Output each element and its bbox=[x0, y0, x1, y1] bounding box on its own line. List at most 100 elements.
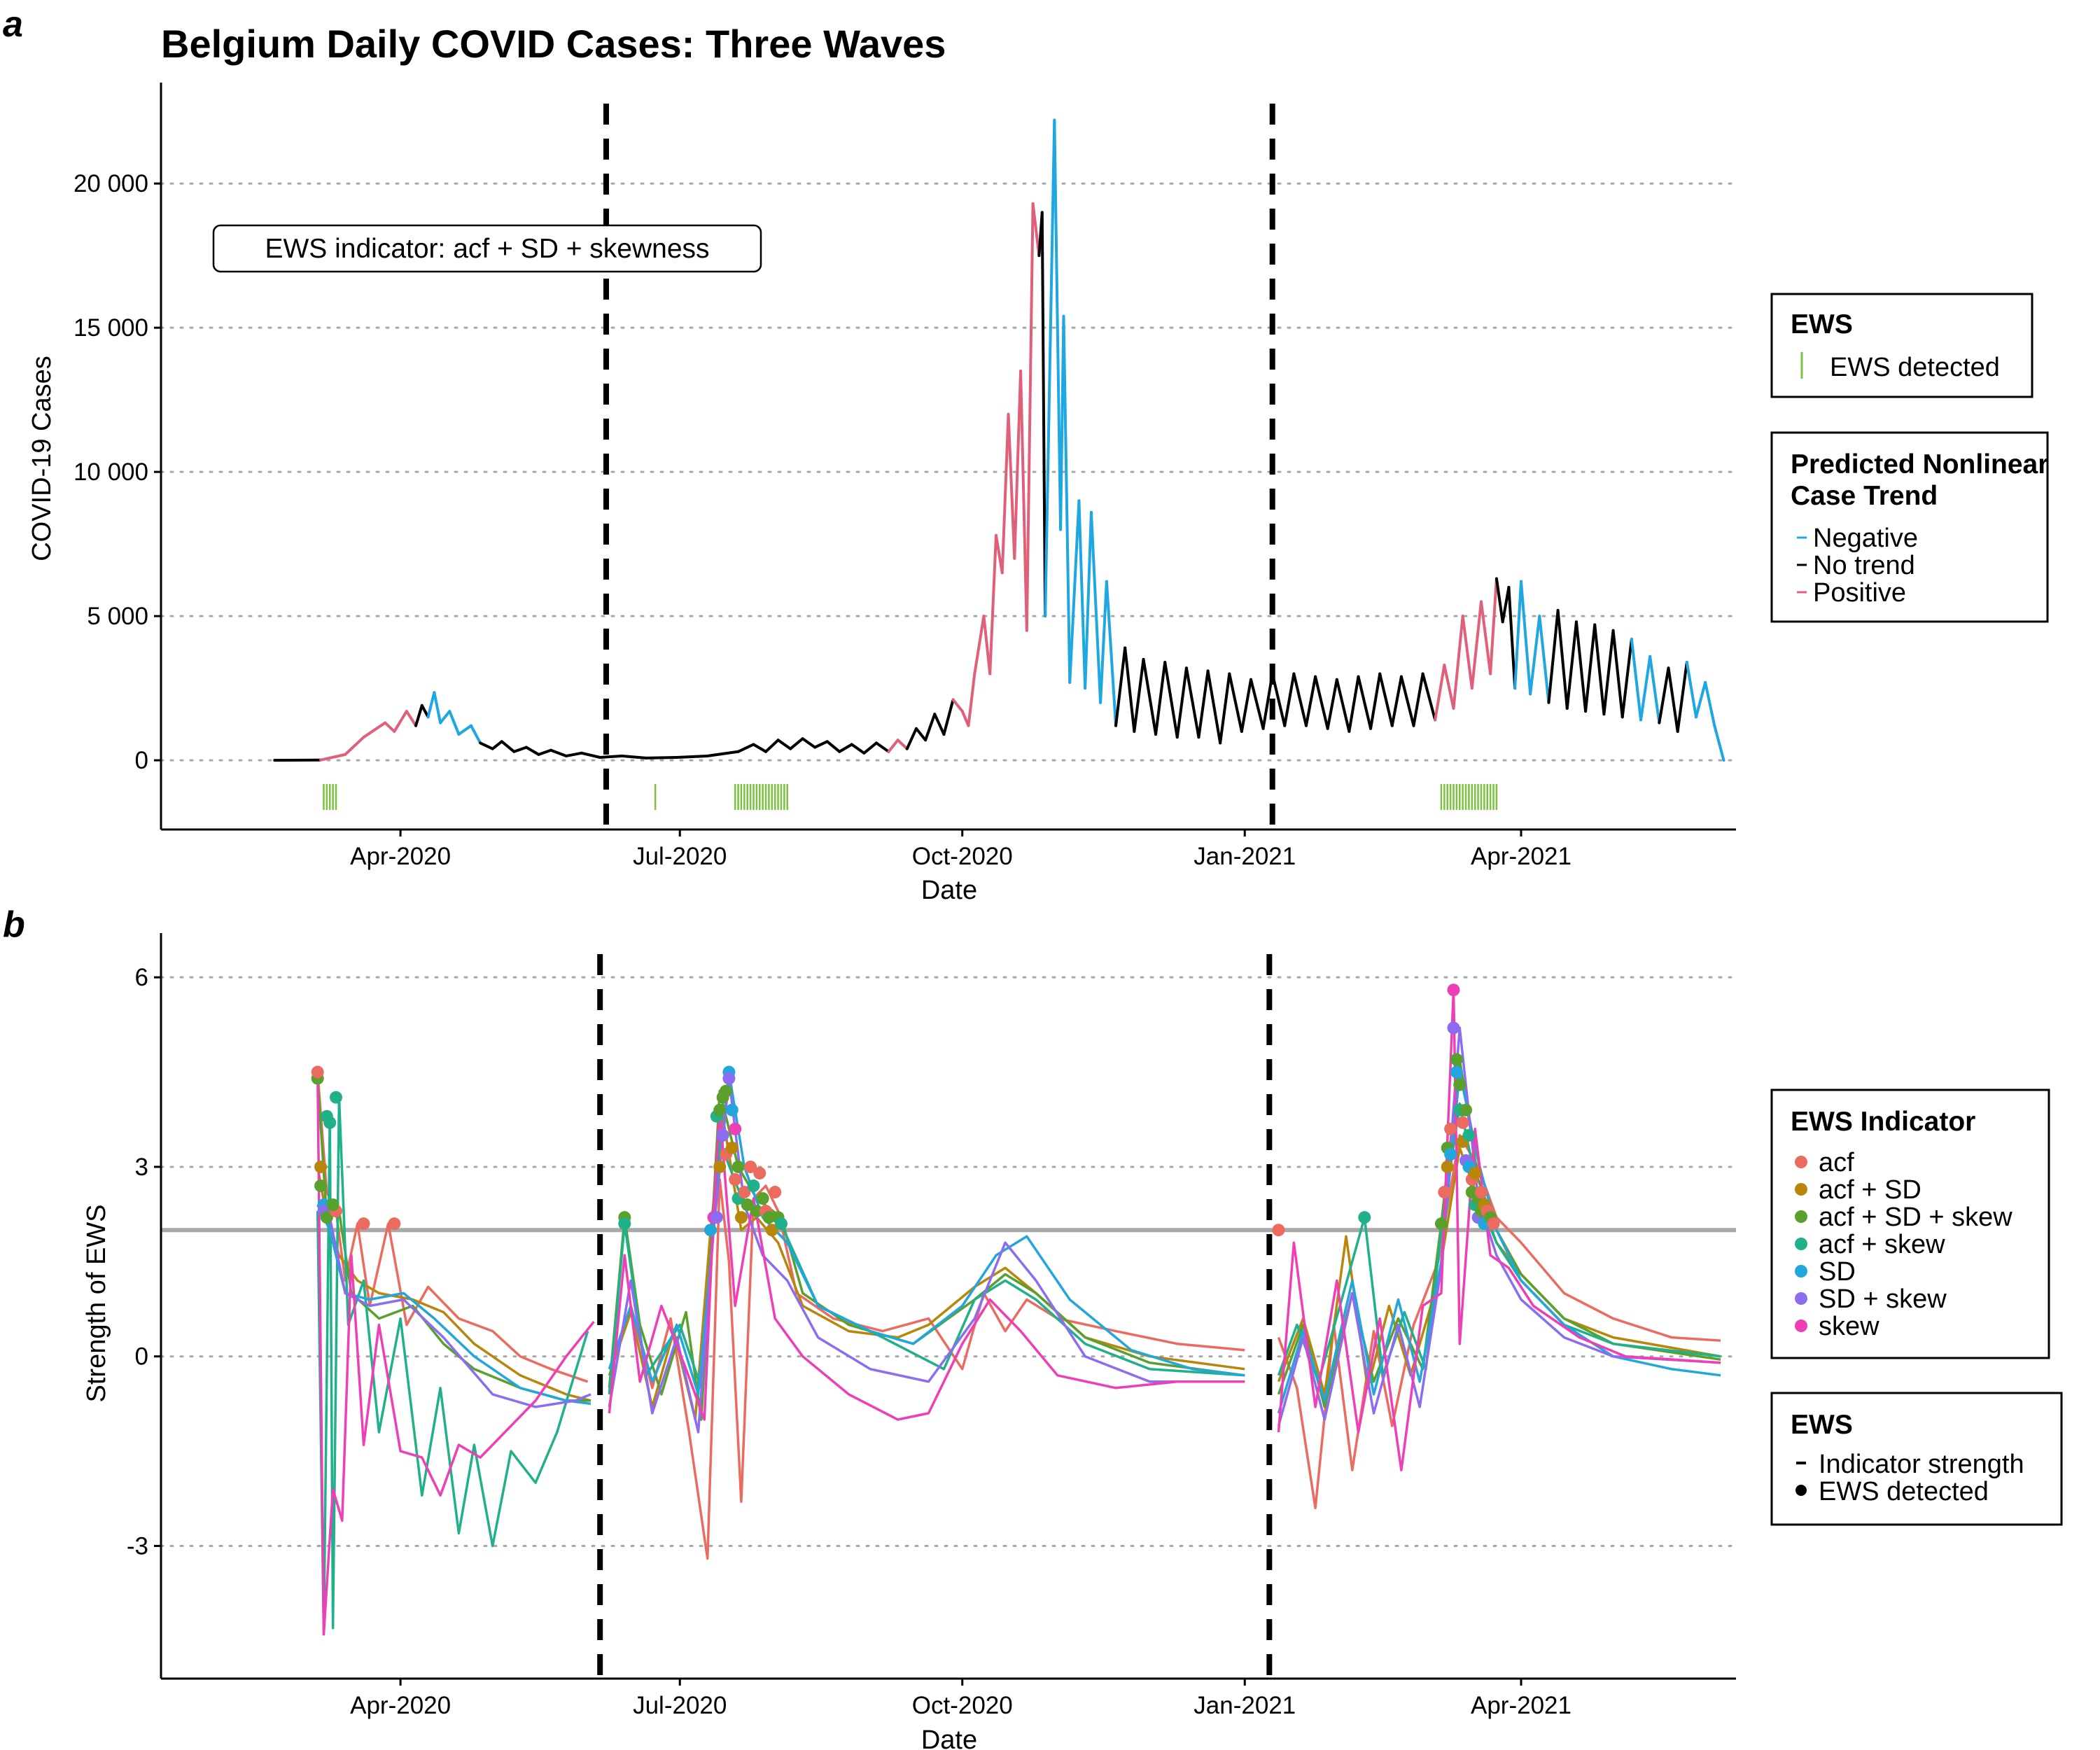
ews-detected-point bbox=[774, 1217, 788, 1231]
ews-detected-point bbox=[744, 1160, 757, 1173]
legend-ews-a-item: EWS detected bbox=[1830, 353, 2000, 382]
case-trend-segment-none bbox=[914, 727, 927, 742]
chart-title: Belgium Daily COVID Cases: Three Waves bbox=[161, 22, 946, 66]
case-trend-segment-none bbox=[1304, 675, 1317, 727]
case-trend-segment-negative bbox=[1062, 314, 1072, 684]
case-trend-segment-positive bbox=[1479, 600, 1492, 676]
ews-detected-point bbox=[722, 1072, 736, 1085]
case-trend-segment-none bbox=[1676, 661, 1688, 733]
case-trend-segment-positive bbox=[319, 752, 347, 762]
ews-detected-point bbox=[753, 1166, 766, 1180]
case-trend-segment-none bbox=[825, 740, 841, 753]
panel-b-x-tick-label: Oct-2020 bbox=[912, 1692, 1013, 1719]
case-trend-segment-none bbox=[905, 727, 918, 750]
case-trend-segment-none bbox=[1378, 672, 1394, 727]
case-trend-segment-none bbox=[706, 750, 740, 757]
ews-detected-point bbox=[1444, 1122, 1457, 1135]
panel-b-x-tick-label: Jul-2020 bbox=[633, 1692, 727, 1719]
case-trend-segment-none bbox=[1593, 623, 1606, 716]
case-trend-segment-none bbox=[736, 743, 755, 753]
series-line-acf bbox=[608, 1178, 1245, 1560]
case-trend-segment-negative bbox=[1053, 118, 1063, 531]
legend-indicator-swatch bbox=[1795, 1265, 1807, 1278]
panel-a-y-axis-title: COVID-19 Cases bbox=[27, 356, 57, 561]
case-trend-segment-positive bbox=[1031, 202, 1041, 258]
case-trend-segment-positive bbox=[1470, 600, 1483, 690]
legend-trend-item-positive: Positive bbox=[1813, 578, 1906, 608]
case-trend-segment-none bbox=[1133, 657, 1145, 733]
case-trend-segment-none bbox=[1184, 666, 1200, 739]
case-trend-segment-none bbox=[1142, 657, 1158, 736]
legend-indicator-swatch bbox=[1795, 1292, 1807, 1305]
legend-ews-a: EWS EWS detected bbox=[1770, 293, 2033, 398]
panel-a-x-tick-label: Jul-2020 bbox=[633, 843, 727, 870]
case-trend-segment-none bbox=[1114, 646, 1127, 727]
case-trend-segment-positive bbox=[1452, 615, 1464, 710]
ews-detected-point bbox=[618, 1217, 631, 1231]
case-trend-segment-none bbox=[512, 746, 528, 753]
case-trend-segment-positive bbox=[1443, 664, 1455, 710]
ews-detected-point bbox=[1447, 983, 1460, 997]
case-trend-segment-none bbox=[1270, 672, 1287, 727]
case-trend-segment-negative bbox=[1513, 580, 1522, 690]
ews-detected-point bbox=[747, 1180, 760, 1193]
case-trend-segment-none bbox=[1283, 672, 1296, 727]
case-trend-segment-positive bbox=[973, 615, 986, 676]
case-trend-segment-none bbox=[1326, 678, 1338, 730]
panel-a-y-tick-label: 15 000 bbox=[74, 314, 148, 342]
case-trend-segment-none bbox=[752, 743, 768, 753]
case-trend-segment-none bbox=[644, 756, 678, 760]
case-trend-segment-none bbox=[1163, 661, 1179, 739]
ews-detected-point bbox=[1487, 1217, 1500, 1231]
legend-indicator-item: SD + skew bbox=[1819, 1284, 1947, 1314]
case-trend-segment-none bbox=[420, 704, 430, 719]
legend-ews-detected-dot bbox=[1795, 1485, 1807, 1496]
panel-label-b: b bbox=[3, 904, 25, 945]
case-trend-segment-none bbox=[479, 741, 494, 750]
case-trend-segment-none bbox=[1667, 666, 1679, 733]
panel-b-ews-detected-points bbox=[311, 983, 1500, 1237]
series-line-skew bbox=[1277, 988, 1721, 1471]
ews-detected-point bbox=[729, 1172, 742, 1186]
ews-detected-point bbox=[1434, 1217, 1448, 1231]
legend-indicator-box bbox=[1770, 1088, 2050, 1359]
legend-ews-b-box bbox=[1770, 1392, 2063, 1526]
case-trend-segment-none bbox=[1124, 646, 1136, 733]
case-trend-segment-none bbox=[1494, 577, 1504, 624]
case-trend-segment-none bbox=[675, 754, 709, 760]
case-trend-segment-none bbox=[550, 748, 568, 757]
legend-ews-a-title: EWS bbox=[1791, 309, 1853, 340]
panel-a-case-series bbox=[273, 118, 1726, 762]
case-trend-segment-positive bbox=[896, 738, 909, 750]
case-trend-segment-none bbox=[1261, 672, 1274, 730]
case-trend-segment-negative bbox=[1639, 654, 1652, 722]
legend-ews-b: EWS Indicator strength EWS detected bbox=[1770, 1392, 2063, 1526]
case-trend-segment-negative bbox=[1648, 654, 1661, 724]
ews-detected-point bbox=[1438, 1186, 1451, 1199]
case-trend-segment-negative bbox=[433, 691, 442, 724]
case-trend-segment-positive bbox=[344, 736, 365, 756]
ews-detected-point bbox=[734, 1211, 748, 1224]
case-trend-segment-none bbox=[1240, 678, 1253, 733]
case-trend-segment-none bbox=[1547, 608, 1560, 704]
case-trend-segment-negative bbox=[1519, 580, 1532, 696]
case-trend-segment-none bbox=[1197, 669, 1210, 739]
case-trend-segment-positive bbox=[384, 721, 396, 733]
panel-a-cases-chart: 0 5 000 10 000 15 000 20 000 Apr-2020 Jul-202… bbox=[27, 83, 1737, 905]
ews-detected-point bbox=[762, 1211, 776, 1224]
panel-a-x-ticks: Apr-2020 Jul-2020 Oct-2020 Jan-2021 Apr-2021 bbox=[350, 830, 1572, 870]
case-trend-segment-none bbox=[491, 740, 503, 750]
case-trend-segment-none bbox=[874, 741, 890, 753]
case-trend-segment-none bbox=[1507, 585, 1517, 690]
ews-detected-point bbox=[357, 1217, 370, 1231]
case-trend-segment-none bbox=[598, 754, 623, 760]
case-trend-segment-none bbox=[1574, 620, 1588, 713]
case-trend-segment-positive bbox=[1461, 615, 1474, 690]
case-trend-segment-positive bbox=[887, 738, 899, 753]
case-trend-segment-none bbox=[933, 713, 946, 736]
panel-a-y-tick-label: 0 bbox=[135, 747, 148, 774]
ews-detected-point bbox=[388, 1217, 401, 1231]
case-trend-segment-none bbox=[580, 751, 602, 760]
panel-b-x-ticks: Apr-2020 Jul-2020 Oct-2020 Jan-2021 Apr-2021 bbox=[350, 1679, 1572, 1719]
